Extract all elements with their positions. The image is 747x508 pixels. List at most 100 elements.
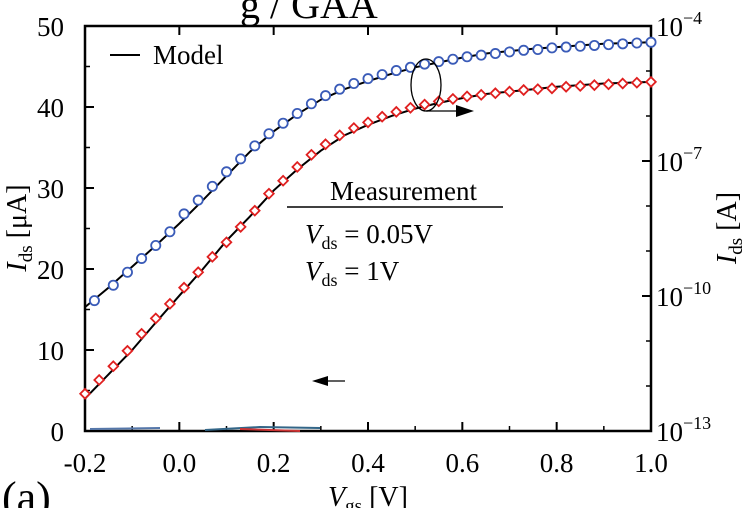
y-left-label-unit: [μA] — [2, 184, 33, 238]
marker-circle — [433, 56, 445, 68]
marker-diamond — [277, 174, 290, 187]
marker-diamond — [347, 121, 360, 135]
marker-diamond — [121, 344, 134, 357]
x-tick-label: 1.0 — [634, 448, 668, 478]
y-right-tick-base: 10 — [656, 282, 683, 312]
y-left-tick-label: 10 — [37, 336, 64, 366]
data-markers — [78, 36, 658, 400]
marker-circle — [206, 180, 218, 192]
marker-circle — [546, 42, 558, 54]
marker-diamond — [163, 297, 176, 310]
left-axis-arrow-head — [312, 376, 328, 386]
right-axis-arrow-head — [456, 105, 474, 117]
marker-diamond — [390, 105, 403, 118]
marker-diamond — [404, 101, 417, 114]
marker-circle — [461, 51, 473, 63]
marker-diamond — [305, 148, 318, 161]
marker-circle — [88, 295, 100, 307]
marker-circle — [603, 39, 615, 51]
marker-circle — [164, 226, 176, 238]
marker-diamond — [489, 87, 502, 100]
x-tick-label: 0.2 — [257, 448, 291, 478]
y-right-tick-base: 10 — [656, 12, 683, 42]
marker-circle — [121, 266, 133, 278]
panel-label: (a) — [2, 473, 51, 508]
marker-circle — [334, 83, 346, 95]
marker-circle — [574, 40, 586, 52]
top-fragment-text: g / GAA — [240, 0, 378, 27]
x-label-sub: gs — [345, 496, 362, 508]
svg-text:Ids [μA]: Ids [μA] — [2, 184, 37, 272]
marker-diamond — [177, 281, 191, 294]
marker-circle — [249, 140, 261, 152]
marker-circle — [136, 252, 148, 264]
marker-diamond — [135, 327, 148, 340]
marker-diamond — [630, 76, 643, 89]
marker-circle — [320, 90, 332, 102]
y-left-label-sub: ds — [16, 245, 37, 262]
marker-circle — [560, 41, 572, 53]
legend-model-label: Model — [153, 40, 224, 70]
marker-circle — [220, 166, 232, 178]
marker-diamond — [248, 204, 261, 217]
marker-circle — [178, 208, 190, 220]
x-label-unit: [V] — [369, 482, 408, 508]
y-right-label-sub: ds — [726, 238, 747, 255]
legend-entry-2: Vds = 1V — [305, 256, 400, 290]
marker-diamond — [418, 98, 431, 111]
y-left-label: Ids [μA] — [2, 184, 37, 272]
x-axis-label: Vgs [V] — [328, 482, 408, 508]
marker-diamond — [78, 387, 92, 400]
marker-circle — [390, 65, 402, 77]
marker-diamond — [376, 110, 389, 123]
marker-diamond — [475, 88, 488, 101]
marker-diamond — [206, 250, 219, 263]
y-right-label-unit: [A] — [712, 192, 743, 231]
y-right-tick-label: 10−7 — [656, 143, 702, 177]
marker-circle — [631, 37, 643, 49]
legend-entry-2-rest: = 1V — [338, 256, 400, 286]
legend-entry-1-sub: ds — [322, 233, 338, 253]
x-tick-label: -0.2 — [64, 448, 107, 478]
y-right-label: Ids [A] — [712, 192, 747, 265]
marker-circle — [362, 73, 374, 85]
x-tick-label: 0.0 — [162, 448, 196, 478]
marker-diamond — [574, 79, 587, 93]
marker-diamond — [149, 312, 162, 325]
marker-circle — [532, 43, 544, 55]
y-left-tick-label: 50 — [37, 12, 64, 42]
marker-diamond — [446, 92, 459, 105]
marker-circle — [348, 78, 360, 90]
legend-entry-2-sub: ds — [322, 270, 338, 290]
marker-diamond — [93, 373, 106, 387]
legend-measurement-header: Measurement — [330, 176, 477, 206]
marker-circle — [150, 240, 162, 252]
y-right-tick-exponent: −7 — [683, 143, 702, 163]
legend-entry-2-main: V — [305, 256, 325, 286]
y-right-tick-base: 10 — [656, 417, 683, 447]
marker-diamond — [192, 266, 205, 279]
marker-diamond — [616, 77, 629, 90]
marker-diamond — [333, 129, 346, 142]
marker-circle — [489, 48, 501, 60]
marker-circle — [588, 39, 600, 51]
marker-circle — [107, 279, 119, 291]
y-left-tick-label: 20 — [37, 255, 64, 285]
low-current-trace — [89, 425, 321, 432]
marker-circle — [645, 36, 657, 48]
marker-diamond — [319, 138, 332, 151]
marker-diamond — [220, 236, 233, 249]
legend-entry-1-main: V — [305, 219, 325, 249]
marker-diamond — [560, 80, 573, 93]
marker-circle — [305, 98, 317, 110]
marker-diamond — [107, 360, 120, 373]
marker-diamond — [460, 90, 474, 103]
marker-circle — [475, 49, 487, 61]
marker-diamond — [503, 85, 516, 98]
y-left-tick-label: 30 — [37, 174, 64, 204]
marker-circle — [263, 128, 275, 140]
x-tick-label: 0.4 — [351, 448, 385, 478]
x-tick-label: 0.8 — [540, 448, 574, 478]
